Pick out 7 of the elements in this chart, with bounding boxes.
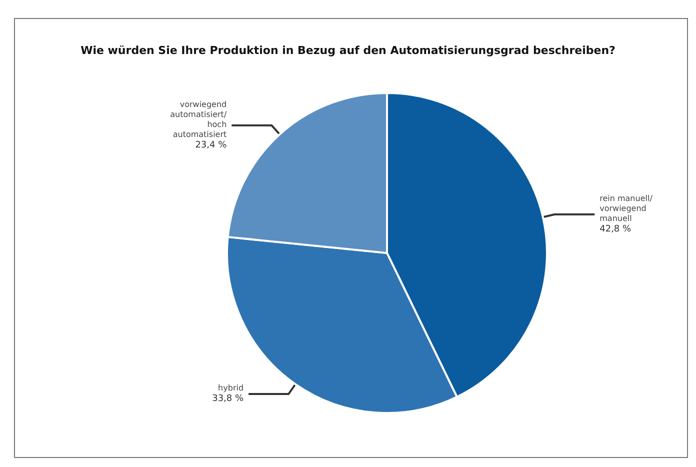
slice-label: hybrid — [218, 384, 244, 393]
data-label: 23,4 % — [195, 140, 228, 150]
data-label: 42,8 % — [600, 224, 632, 234]
data-label: 33,8 % — [212, 394, 244, 404]
slice-label: rein manuell/ vorwiegend manuell — [600, 194, 653, 223]
chart-title: Wie würden Sie Ihre Produktion in Bezug auf den Automatisierungsgrad beschreiben? — [80, 44, 616, 57]
slice-label: vorwiegend automatisiert/ hoch automatisiert — [170, 100, 227, 139]
